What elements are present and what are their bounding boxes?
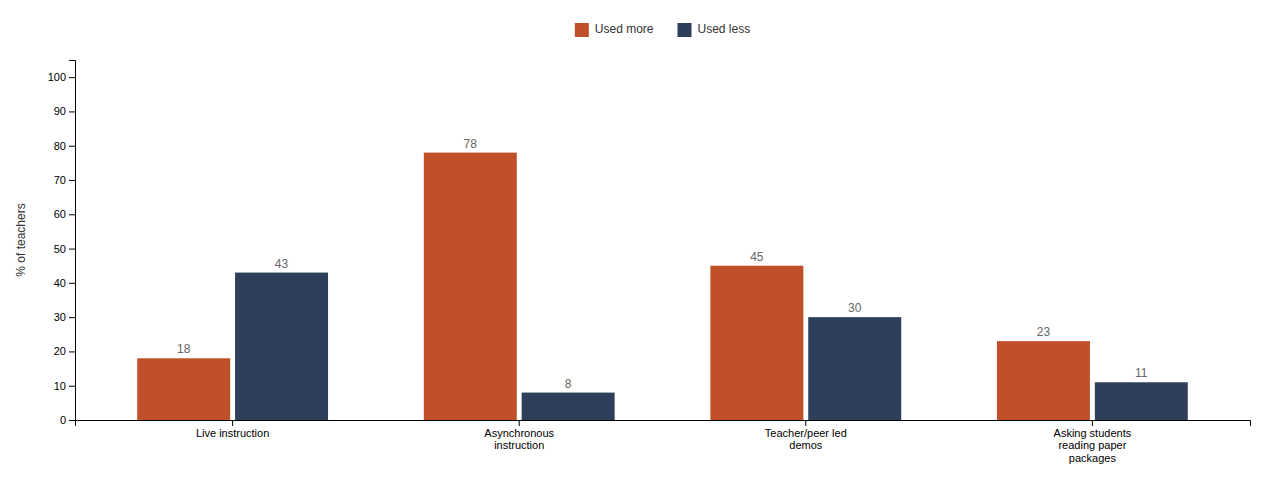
tick-mark [519, 420, 520, 426]
bar [997, 341, 1090, 420]
data-label: 23 [1037, 325, 1051, 339]
legend-item: Used less [678, 22, 751, 37]
tick: 10 [54, 380, 75, 392]
legend-swatch [575, 23, 589, 37]
tick-mark [69, 283, 75, 284]
tick-mark [69, 180, 75, 181]
data-labels: 18 78 45 23 43 8 30 11 [177, 137, 1148, 391]
tick-mark [805, 420, 806, 426]
tick: 70 [54, 174, 75, 186]
tick-label-line: Teacher/peer led [765, 427, 847, 439]
legend-label: Used more [595, 22, 654, 36]
data-label: 45 [750, 250, 764, 264]
tick-mark [69, 111, 75, 112]
tick-label-line: demos [789, 439, 823, 451]
tick-label: Live instruction [196, 427, 269, 439]
series [137, 153, 1090, 420]
tick: Asynchronousinstruction [484, 420, 554, 451]
legend-swatch [678, 23, 692, 37]
tick: 80 [54, 140, 75, 152]
data-label: 43 [275, 257, 289, 271]
bar [137, 358, 230, 420]
tick-mark [69, 77, 75, 78]
tick-label: 90 [54, 105, 66, 117]
bar [808, 317, 901, 420]
tick-label-line: instruction [494, 439, 544, 451]
tick-label: 100 [48, 71, 66, 83]
tick-label: 0 [60, 414, 66, 426]
bar [1095, 382, 1188, 420]
tick-label-line: reading paper [1058, 439, 1126, 451]
bar [235, 273, 328, 420]
bar [424, 153, 517, 420]
x-axis: Live instruction Asynchronousinstruction T… [76, 420, 1251, 464]
tick-label: 30 [54, 311, 66, 323]
plot: 0 10 20 30 40 50 60 70 80 90 100 Live instruction As… [48, 61, 1251, 465]
tick-label: 10 [54, 380, 66, 392]
tick-mark [69, 386, 75, 387]
tick: Asking studentsreading paperpackages [1054, 420, 1132, 464]
tick-label: 50 [54, 243, 66, 255]
tick: 0 [60, 414, 75, 426]
data-label: 18 [177, 342, 191, 356]
tick-mark [69, 249, 75, 250]
tick-mark [69, 317, 75, 318]
tick-label: Asynchronousinstruction [484, 427, 554, 452]
y-axis: 0 10 20 30 40 50 60 70 80 90 100 [48, 61, 76, 427]
tick-mark [69, 420, 75, 421]
tick: 100 [48, 71, 75, 83]
tick-label: Asking studentsreading paperpackages [1054, 427, 1132, 464]
legend-item: Used more [575, 22, 654, 37]
tick-mark [232, 420, 233, 426]
tick: 90 [54, 105, 75, 117]
data-label: 8 [565, 377, 572, 391]
legend: Used more Used less [575, 22, 750, 37]
tick-label-line: Live instruction [196, 427, 269, 439]
y-axis-title: % of teachers [14, 203, 28, 276]
data-label: 78 [464, 137, 478, 151]
tick-label: 40 [54, 277, 66, 289]
tick-mark [1092, 420, 1093, 426]
tick-label-line: packages [1069, 452, 1117, 464]
tick-mark [69, 214, 75, 215]
tick: Teacher/peer leddemos [765, 420, 847, 451]
tick: 30 [54, 311, 75, 323]
axis-line [76, 421, 1251, 427]
axis-line [69, 61, 76, 421]
legend-label: Used less [698, 22, 751, 36]
tick-label-line: Asking students [1054, 427, 1132, 439]
tick-mark [69, 351, 75, 352]
data-label: 11 [1135, 366, 1148, 380]
tick: 60 [54, 208, 75, 220]
tick: 40 [54, 277, 75, 289]
bar [710, 266, 803, 420]
tick-label: 60 [54, 208, 66, 220]
series [235, 273, 1188, 420]
tick: 50 [54, 243, 75, 255]
tick: 20 [54, 345, 75, 357]
chart: 0 10 20 30 40 50 60 70 80 90 100 Live instruction As… [0, 0, 1280, 500]
tick-label: 80 [54, 140, 66, 152]
data-label: 30 [848, 301, 862, 315]
tick-mark [69, 146, 75, 147]
tick-label: 70 [54, 174, 66, 186]
tick-label-line: Asynchronous [484, 427, 554, 439]
tick-label: Teacher/peer leddemos [765, 427, 847, 452]
bar [522, 393, 615, 420]
bars [137, 153, 1188, 420]
tick: Live instruction [196, 420, 269, 439]
tick-label: 20 [54, 345, 66, 357]
